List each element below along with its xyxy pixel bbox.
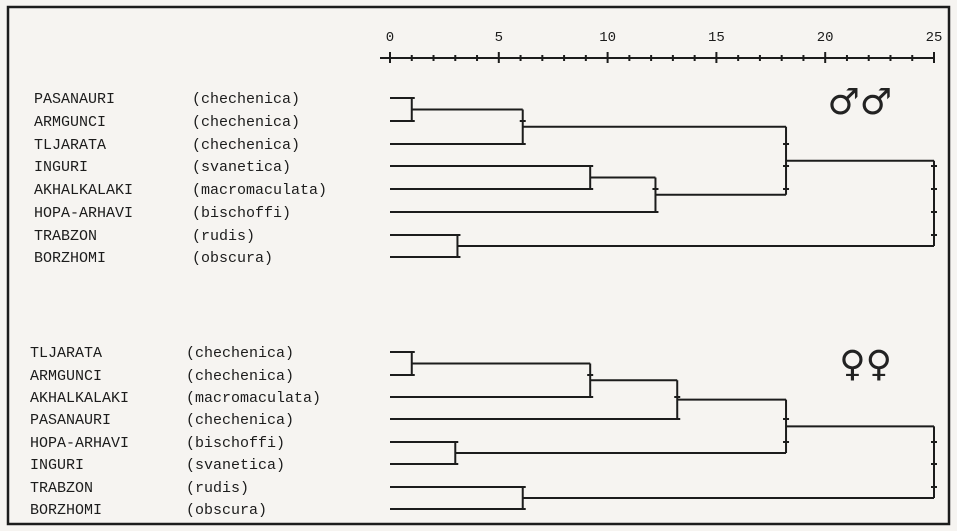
leaf-name: BORZHOMI: [34, 250, 106, 267]
leaf-name: BORZHOMI: [30, 502, 102, 519]
leaf-taxon: (chechenica): [186, 345, 294, 362]
leaf-taxon: (chechenica): [192, 114, 300, 131]
leaf-taxon: (macromaculata): [186, 390, 321, 407]
leaf-name: INGURI: [34, 159, 88, 176]
leaf-name: TRABZON: [34, 228, 97, 245]
leaf-name: PASANAURI: [30, 412, 111, 429]
female-symbol: ♀♀: [839, 344, 892, 385]
axis-tick-label: 15: [708, 30, 725, 46]
leaf-name: ARMGUNCI: [30, 368, 102, 385]
male-symbol: ♂♂: [827, 82, 892, 123]
leaf-name: ARMGUNCI: [34, 114, 106, 131]
leaf-taxon: (chechenica): [186, 412, 294, 429]
leaf-name: TRABZON: [30, 480, 93, 497]
leaf-taxon: (chechenica): [192, 91, 300, 108]
distance-axis: 0 5 10 15 20 25: [380, 30, 942, 63]
axis-tick-label: 25: [926, 30, 943, 46]
leaf-taxon: (macromaculata): [192, 182, 327, 199]
leaf-taxon: (svanetica): [192, 159, 291, 176]
axis-tick-label: 20: [817, 30, 834, 46]
leaf-taxon: (rudis): [186, 480, 249, 497]
leaf-name: TLJARATA: [34, 137, 106, 154]
leaf-name: PASANAURI: [34, 91, 115, 108]
axis-tick-label: 0: [386, 30, 394, 46]
axis-tick-label: 10: [599, 30, 616, 46]
leaf-taxon: (bischoffi): [186, 435, 285, 452]
axis-tick-label: 5: [495, 30, 503, 46]
panel-males: ♂♂ PASANAURI (chechenica) ARMGUNCI (chechen…: [34, 82, 937, 267]
leaf-name: HOPA-ARHAVI: [30, 435, 129, 452]
leaf-name: TLJARATA: [30, 345, 102, 362]
leaf-taxon: (rudis): [192, 228, 255, 245]
leaf-name: AKHALKALAKI: [34, 182, 133, 199]
leaf-taxon: (bischoffi): [192, 205, 291, 222]
leaf-taxon: (obscura): [192, 250, 273, 267]
leaf-taxon: (chechenica): [186, 368, 294, 385]
panel-females: ♀♀ TLJARATA (chechenica) ARMGUNCI (checheni…: [30, 344, 937, 519]
leaf-name: HOPA-ARHAVI: [34, 205, 133, 222]
leaf-taxon: (obscura): [186, 502, 267, 519]
leaf-taxon: (svanetica): [186, 457, 285, 474]
figure-border: [6, 5, 951, 526]
leaf-name: INGURI: [30, 457, 84, 474]
leaf-name: AKHALKALAKI: [30, 390, 129, 407]
leaf-taxon: (chechenica): [192, 137, 300, 154]
